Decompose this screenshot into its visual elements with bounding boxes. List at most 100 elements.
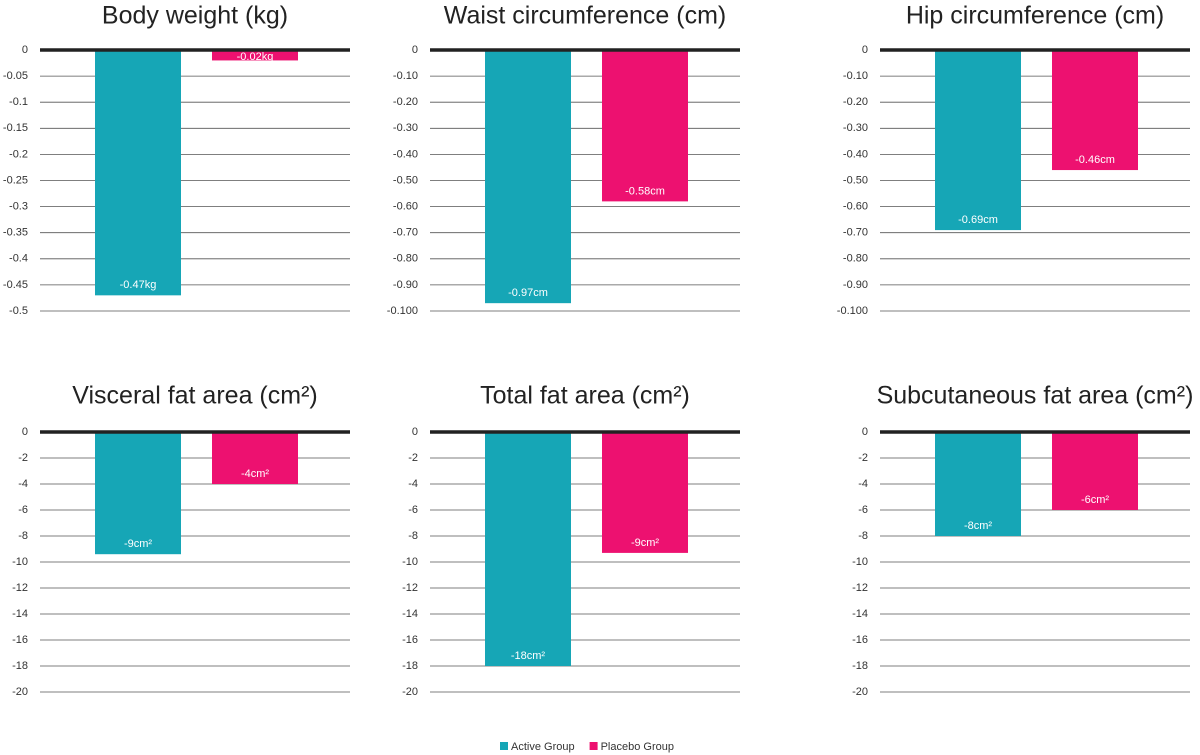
y-tick-label: -20	[402, 686, 418, 698]
chart-title: Hip circumference (cm)	[906, 2, 1164, 30]
y-tick-label: -14	[12, 608, 28, 620]
y-tick-label: -2	[858, 452, 868, 464]
bar	[485, 432, 571, 666]
y-tick-label: -0.05	[3, 70, 28, 82]
value-label: -0.97cm	[508, 287, 548, 299]
y-tick-label: -2	[18, 452, 28, 464]
y-tick-label: -18	[402, 660, 418, 672]
y-tick-label: -0.40	[393, 148, 418, 160]
bar	[95, 50, 181, 296]
y-tick-label: -4	[858, 478, 868, 490]
y-tick-label: -4	[18, 478, 28, 490]
y-tick-label: -6	[408, 504, 418, 516]
y-tick-label: -8	[18, 530, 28, 542]
y-tick-label: -0.60	[843, 201, 868, 213]
chart-title: Subcutaneous fat area (cm²)	[877, 382, 1194, 410]
y-tick-label: -0.70	[843, 227, 868, 239]
y-tick-label: 0	[412, 426, 418, 438]
y-tick-label: -18	[852, 660, 868, 672]
y-tick-label: -8	[858, 530, 868, 542]
y-tick-label: -12	[402, 582, 418, 594]
y-tick-label: -0.1	[9, 96, 28, 108]
y-tick-label: -0.30	[393, 122, 418, 134]
y-tick-label: -0.90	[843, 279, 868, 291]
value-label: -9cm²	[631, 537, 659, 549]
bar	[95, 432, 181, 555]
y-tick-label: -10	[402, 556, 418, 568]
value-label: -0.02kg	[237, 51, 274, 63]
chart-title: Waist circumference (cm)	[444, 2, 726, 30]
y-tick-label: -16	[402, 634, 418, 646]
bar	[602, 50, 688, 202]
y-tick-label: -8	[408, 530, 418, 542]
bar	[935, 50, 1021, 231]
y-tick-label: -18	[12, 660, 28, 672]
y-tick-label: -0.25	[3, 174, 28, 186]
value-label: -6cm²	[1081, 494, 1109, 506]
chart-title: Total fat area (cm²)	[480, 382, 690, 410]
y-tick-label: -0.40	[843, 148, 868, 160]
y-tick-label: -16	[852, 634, 868, 646]
y-tick-label: -12	[12, 582, 28, 594]
y-tick-label: -20	[12, 686, 28, 698]
bar	[212, 50, 298, 61]
value-label: -0.46cm	[1075, 154, 1115, 166]
y-tick-label: -0.50	[393, 174, 418, 186]
y-tick-label: -2	[408, 452, 418, 464]
bar	[212, 432, 298, 484]
legend-label: Active Group	[511, 741, 575, 753]
y-tick-label: -20	[852, 686, 868, 698]
value-label: -9cm²	[124, 538, 152, 550]
y-tick-label: -0.20	[843, 96, 868, 108]
legend-swatch	[589, 742, 598, 750]
y-tick-label: -0.5	[9, 305, 28, 317]
y-tick-label: -0.100	[387, 305, 418, 317]
bar	[1052, 432, 1138, 510]
y-tick-label: -4	[408, 478, 418, 490]
y-tick-label: -12	[852, 582, 868, 594]
y-tick-label: 0	[862, 426, 868, 438]
y-tick-label: -0.4	[9, 253, 28, 265]
y-tick-label: -0.60	[393, 201, 418, 213]
y-tick-label: -6	[18, 504, 28, 516]
y-tick-label: -0.2	[9, 148, 28, 160]
value-label: -0.69cm	[958, 214, 998, 226]
y-tick-label: 0	[22, 426, 28, 438]
y-tick-label: -0.90	[393, 279, 418, 291]
value-label: -0.58cm	[625, 185, 665, 197]
value-label: -0.47kg	[120, 279, 157, 291]
y-tick-label: -0.80	[393, 253, 418, 265]
y-tick-label: -10	[852, 556, 868, 568]
y-tick-label: -0.15	[3, 122, 28, 134]
y-tick-label: 0	[412, 44, 418, 56]
y-tick-label: 0	[22, 44, 28, 56]
value-label: -8cm²	[964, 520, 992, 532]
value-label: -4cm²	[241, 468, 269, 480]
y-tick-label: -0.35	[3, 227, 28, 239]
y-tick-label: -14	[852, 608, 868, 620]
y-tick-label: -14	[402, 608, 418, 620]
y-tick-label: -16	[12, 634, 28, 646]
y-tick-label: 0	[862, 44, 868, 56]
y-tick-label: -0.3	[9, 201, 28, 213]
bar	[485, 50, 571, 304]
legend-label: Placebo Group	[601, 741, 674, 753]
y-tick-label: -0.10	[393, 70, 418, 82]
y-tick-label: -0.50	[843, 174, 868, 186]
y-tick-label: -0.100	[837, 305, 868, 317]
y-tick-label: -10	[12, 556, 28, 568]
y-tick-label: -0.70	[393, 227, 418, 239]
bar	[935, 432, 1021, 536]
y-tick-label: -6	[858, 504, 868, 516]
y-tick-label: -0.45	[3, 279, 28, 291]
chart-title: Visceral fat area (cm²)	[72, 382, 317, 410]
y-tick-label: -0.20	[393, 96, 418, 108]
legend-swatch	[500, 742, 508, 750]
chart-title: Body weight (kg)	[102, 2, 288, 30]
y-tick-label: -0.10	[843, 70, 868, 82]
bar	[602, 432, 688, 553]
value-label: -18cm²	[511, 650, 546, 662]
bar	[1052, 50, 1138, 171]
y-tick-label: -0.80	[843, 253, 868, 265]
